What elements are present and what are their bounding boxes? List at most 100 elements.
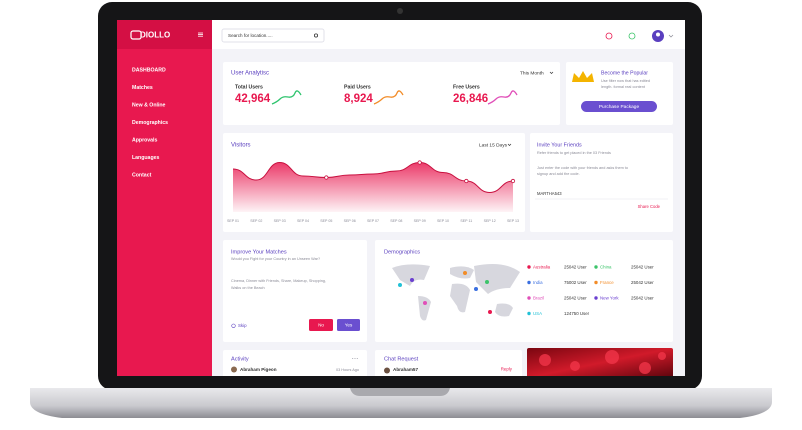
map-north-america <box>392 264 430 286</box>
logo-bar <box>117 20 212 49</box>
x-label: SEP 13 <box>507 219 519 223</box>
demographics-card <box>375 240 673 342</box>
popular-text: length. formal real content <box>601 85 646 89</box>
map-europe <box>450 266 474 279</box>
legend-dot <box>527 296 531 300</box>
sparkline <box>373 90 404 105</box>
stat-label: Free Users <box>453 84 480 90</box>
menu-item[interactable]: Demographics <box>132 120 168 126</box>
card-title: Chat Request <box>384 356 419 362</box>
map-pin <box>474 287 478 291</box>
analytics-card <box>223 62 560 125</box>
legend-dot <box>594 296 598 300</box>
card-title: Improve Your Matches <box>231 249 287 255</box>
stat-label: Total Users <box>235 84 263 90</box>
legend-dot <box>594 265 598 269</box>
logo-icon <box>130 30 142 40</box>
legend-dot <box>527 280 531 285</box>
logo: DIOLLO <box>140 31 170 40</box>
stat-value: 42,964 <box>235 93 271 105</box>
activity-card <box>223 350 367 380</box>
sparkline <box>487 90 518 105</box>
legend-name: China <box>600 264 612 269</box>
menu-item[interactable]: Contact <box>132 172 152 178</box>
visitors-area <box>233 162 513 212</box>
improve-card <box>223 240 367 342</box>
menu-item[interactable]: Languages <box>132 155 159 161</box>
menu-item[interactable]: Approvals <box>132 137 157 143</box>
legend-dot <box>527 265 531 269</box>
sidebar <box>117 20 212 376</box>
photo-heart <box>570 361 580 371</box>
search-box[interactable] <box>221 28 325 43</box>
x-label: SEP 10 <box>437 219 449 223</box>
period-select[interactable]: Last 15 Days <box>479 142 508 148</box>
chat-avatar <box>384 367 390 374</box>
purchase-button[interactable] <box>581 101 657 112</box>
more-menu[interactable]: ... <box>352 352 359 361</box>
x-label: SEP 03 <box>274 219 286 223</box>
crown <box>572 71 594 82</box>
improve-interests: Cinema, Dinner with Friends, Share, Make… <box>231 279 326 283</box>
photo-heart <box>658 352 666 360</box>
invite-text: signup and add the code. <box>537 172 580 176</box>
screen-bottom-bezel <box>117 376 685 388</box>
menu-item[interactable]: Matches <box>132 85 153 91</box>
skip-button[interactable]: Skip <box>238 323 247 328</box>
legend-users: 25042 User <box>631 280 654 285</box>
legend-name: France <box>600 280 614 285</box>
menu-item[interactable]: DASHBOARD <box>132 67 166 73</box>
map-pin <box>398 283 402 287</box>
legend-name: New York <box>600 295 619 300</box>
photo-heart <box>639 362 651 374</box>
stat-value: 8,924 <box>344 93 373 105</box>
map-australia-land <box>495 303 513 317</box>
legend-users: 25042 User <box>564 295 587 300</box>
yes-label: Yes <box>345 323 353 328</box>
laptop-base <box>30 388 772 418</box>
chat-reply[interactable]: Reply <box>501 367 513 372</box>
yes-button[interactable] <box>337 319 360 331</box>
sparkline <box>271 90 302 105</box>
camera <box>397 8 403 14</box>
no-button[interactable] <box>309 319 333 331</box>
activity-name: Abraham Pigeon <box>240 367 277 372</box>
message-icon[interactable] <box>628 32 636 40</box>
notification-icon[interactable] <box>605 32 613 40</box>
period-select[interactable]: This Month <box>520 70 544 76</box>
menu-item[interactable]: New & Online <box>132 102 166 108</box>
map-pin <box>410 278 414 282</box>
card-title: Demographics <box>384 249 420 255</box>
legend-users: 124750 User <box>564 311 590 316</box>
legend-name: USA <box>533 311 542 316</box>
legend-users: 75002 User <box>564 280 587 285</box>
avatar-caret <box>668 34 674 38</box>
no-label: No <box>318 323 324 328</box>
legend-dot <box>527 311 531 316</box>
activity-avatar <box>231 366 237 373</box>
map-pin <box>463 271 467 275</box>
visitors-dot <box>417 160 422 165</box>
x-label: SEP 06 <box>344 219 356 223</box>
map-asia <box>474 264 520 294</box>
improve-question: Would you Fight for your Country in an U… <box>231 257 320 261</box>
x-label: SEP 11 <box>460 219 472 223</box>
legend-dot <box>594 280 598 285</box>
map-pin <box>485 280 489 284</box>
invite-card <box>530 133 673 232</box>
share-code[interactable]: Share Code <box>638 204 661 209</box>
x-label: SEP 02 <box>250 219 262 223</box>
stat-label: Paid Users <box>344 84 371 90</box>
purchase-label: Purchase Package <box>599 104 640 110</box>
x-label: SEP 01 <box>227 219 239 223</box>
map-africa <box>450 283 470 313</box>
dashboard: DIOLLO DASHBOARD Matches New & Online Demogr… <box>117 28 685 388</box>
x-label: SEP 04 <box>297 219 309 223</box>
improve-interests: Walks on the Beach <box>231 286 265 290</box>
avatar-head <box>656 32 660 37</box>
card-title: User Analytisc <box>231 71 269 77</box>
visitors-dot <box>324 175 329 180</box>
popular-title: Become the Popular <box>601 70 648 76</box>
